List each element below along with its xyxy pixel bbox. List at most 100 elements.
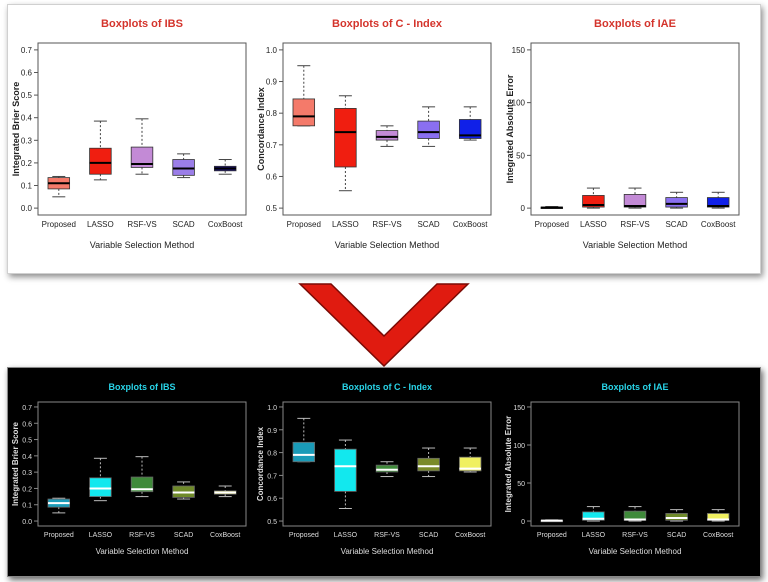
- box-scad: [665, 191, 688, 209]
- x-tick-label: LASSO: [89, 532, 113, 539]
- box-coxboost: [213, 485, 237, 498]
- y-tick-label: 0.8: [267, 451, 277, 458]
- x-tick-label: LASSO: [87, 220, 114, 229]
- x-tick-label: Proposed: [535, 220, 569, 229]
- box-rsf-vs: [130, 456, 154, 498]
- x-tick-label: Proposed: [44, 532, 74, 539]
- y-tick-label: 1.0: [266, 46, 278, 55]
- y-tick-label: 0.9: [267, 428, 277, 435]
- y-tick-label: 0.1: [22, 503, 32, 510]
- y-tick-label: 0.3: [21, 136, 33, 145]
- y-axis-label: Concordance Index: [256, 87, 266, 171]
- box-iqr: [172, 159, 195, 176]
- box-iqr: [582, 195, 605, 208]
- x-tick-label: LASSO: [582, 532, 606, 539]
- y-tick-label: 100: [513, 443, 525, 450]
- plot-frame: [37, 401, 247, 527]
- x-tick-label: RSF-VS: [372, 220, 401, 229]
- x-tick-label: LASSO: [332, 220, 359, 229]
- box-rsf-vs: [375, 125, 399, 147]
- x-tick-label: SCAD: [667, 532, 686, 539]
- x-tick-label: RSF-VS: [374, 532, 400, 539]
- y-tick-label: 0.7: [267, 473, 277, 480]
- box-iqr: [458, 456, 482, 472]
- y-tick-label: 0.7: [22, 405, 32, 412]
- box-scad: [417, 106, 440, 147]
- y-tick-label: 0.4: [21, 114, 33, 123]
- box-rsf-vs: [375, 461, 399, 478]
- box-scad: [665, 509, 688, 522]
- box-lasso: [582, 187, 605, 209]
- chart-title: Boxplots of C - Index: [332, 18, 443, 30]
- x-axis-label: Variable Selection Method: [589, 547, 682, 556]
- plot-frame: [530, 42, 740, 216]
- chart-title: Boxplots of C - Index: [342, 382, 432, 392]
- x-tick-label: SCAD: [172, 220, 194, 229]
- y-tick-label: 0.1: [21, 182, 33, 191]
- box-iqr: [458, 119, 482, 139]
- box-lasso: [89, 120, 112, 181]
- y-tick-label: 0.6: [22, 421, 32, 428]
- box-proposed: [47, 175, 71, 198]
- y-tick-label: 0.9: [266, 78, 278, 87]
- plot-frame: [37, 42, 247, 216]
- box-scad: [172, 481, 195, 500]
- box-iqr: [89, 147, 112, 175]
- y-axis-label: Integrated Absolute Error: [504, 416, 513, 513]
- y-tick-label: 0.6: [266, 172, 278, 181]
- box-iqr: [417, 457, 440, 472]
- box-iqr: [130, 146, 154, 168]
- chart-title: Boxplots of IBS: [101, 18, 183, 30]
- box-iqr: [375, 130, 399, 141]
- y-tick-label: 0.2: [21, 159, 33, 168]
- box-coxboost: [706, 191, 730, 209]
- x-tick-label: LASSO: [334, 532, 358, 539]
- y-axis-label: Integrated Absolute Error: [505, 74, 515, 183]
- white-theme-charts: Boxplots of IBS 0.0 0.1 0.2 0.3 0.4 0.5 0.6 0.7 I…: [11, 18, 740, 250]
- y-tick-label: 0.0: [22, 519, 32, 526]
- x-tick-label: CoxBoost: [703, 532, 733, 539]
- y-tick-label: 0.2: [22, 486, 32, 493]
- white-theme-panel: Boxplots of IBS 0.0 0.1 0.2 0.3 0.4 0.5 0.6 0.7 I…: [7, 4, 761, 274]
- x-tick-label: CoxBoost: [208, 220, 243, 229]
- box-coxboost: [458, 447, 482, 473]
- y-tick-label: 0.5: [21, 91, 33, 100]
- box-lasso: [582, 506, 605, 522]
- box-proposed: [540, 519, 564, 523]
- x-tick-label: RSF-VS: [620, 220, 649, 229]
- x-tick-label: CoxBoost: [210, 532, 240, 539]
- x-tick-label: SCAD: [417, 220, 439, 229]
- y-tick-label: 150: [513, 405, 525, 412]
- box-iqr: [623, 194, 647, 208]
- boxplot-chart: Boxplots of IBS 0.0 0.1 0.2 0.3 0.4 0.5 0.6 0.7 I…: [11, 382, 247, 556]
- x-tick-label: RSF-VS: [622, 532, 648, 539]
- box-iqr: [582, 511, 605, 521]
- chart-title: Boxplots of IBS: [109, 382, 176, 392]
- y-axis-label: Integrated Brier Score: [11, 421, 20, 506]
- y-tick-label: 0.6: [267, 496, 277, 503]
- box-coxboost: [706, 509, 730, 522]
- box-proposed: [47, 497, 71, 514]
- x-tick-label: RSF-VS: [129, 532, 155, 539]
- x-tick-label: SCAD: [174, 532, 193, 539]
- down-chevron-arrow-icon: [298, 283, 470, 368]
- box-rsf-vs: [130, 118, 154, 175]
- box-proposed: [292, 65, 316, 127]
- box-rsf-vs: [623, 506, 647, 522]
- boxplot-chart: Boxplots of C - Index 0.5 0.6 0.7 0.8 0.9 1.0 C…: [256, 18, 492, 250]
- box-iqr: [706, 197, 730, 208]
- y-axis-label: Integrated Brier Score: [11, 82, 21, 177]
- dark-theme-panel: Boxplots of IBS 0.0 0.1 0.2 0.3 0.4 0.5 0.6 0.7 I…: [7, 367, 761, 577]
- chart-title: Boxplots of IAE: [594, 18, 676, 30]
- box-iqr: [292, 441, 316, 463]
- x-tick-label: CoxBoost: [455, 532, 485, 539]
- y-tick-label: 0: [521, 204, 526, 213]
- y-tick-label: 0.5: [267, 519, 277, 526]
- box-proposed: [540, 206, 564, 209]
- x-tick-label: CoxBoost: [453, 220, 488, 229]
- boxplot-chart: Boxplots of C - Index 0.5 0.6 0.7 0.8 0.9 1.0 C…: [256, 382, 492, 556]
- y-tick-label: 1.0: [267, 405, 277, 412]
- box-rsf-vs: [623, 187, 647, 209]
